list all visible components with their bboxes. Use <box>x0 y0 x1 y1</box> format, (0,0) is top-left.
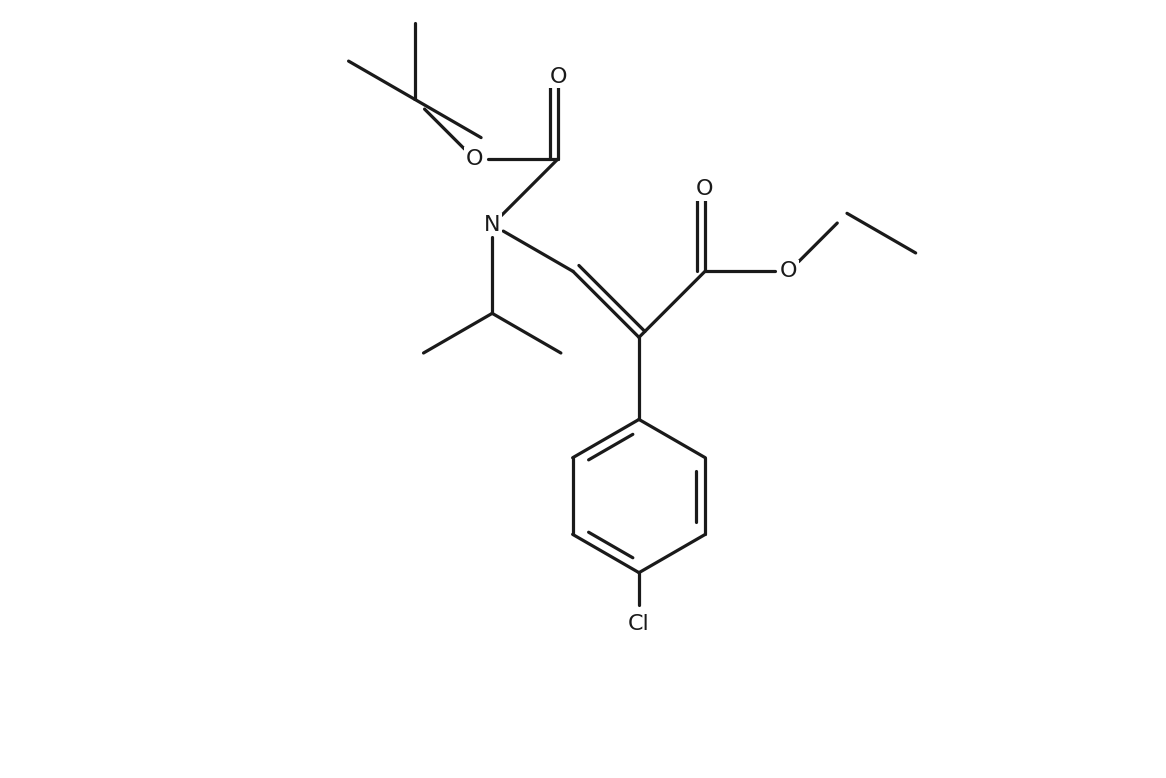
Text: O: O <box>465 149 483 169</box>
Text: O: O <box>549 67 567 86</box>
Text: O: O <box>780 261 798 282</box>
Text: N: N <box>484 215 500 235</box>
Text: O: O <box>696 179 714 199</box>
Text: Cl: Cl <box>628 614 649 634</box>
